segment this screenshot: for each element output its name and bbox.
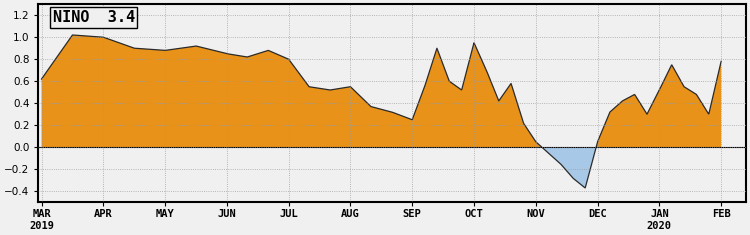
Text: NINO  3.4: NINO 3.4 <box>53 10 135 25</box>
